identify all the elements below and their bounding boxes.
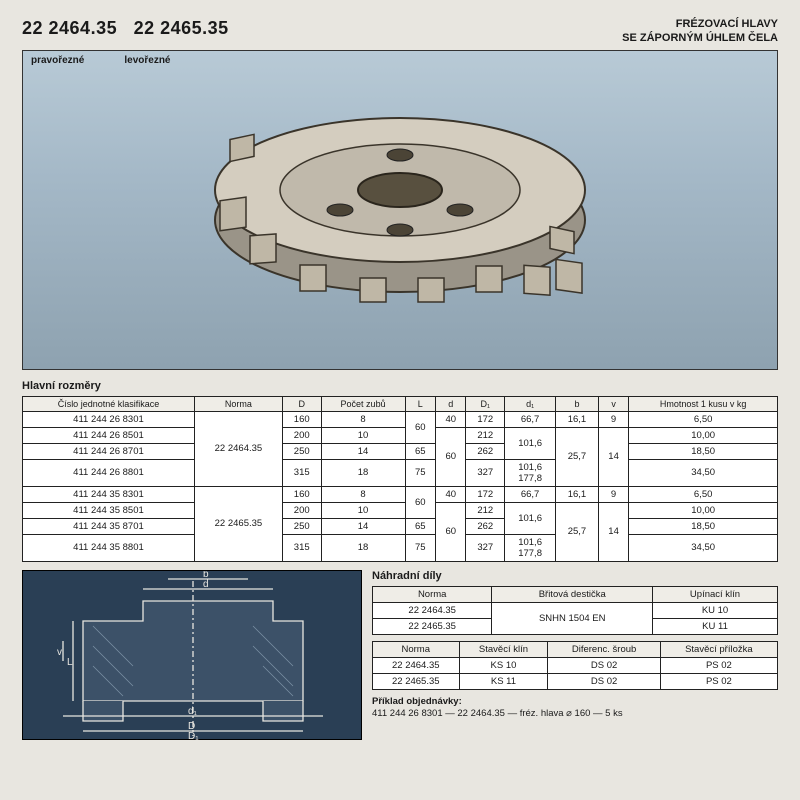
- th-mass: Hmotnost 1 kusu v kg: [629, 396, 778, 411]
- norma-cell-2: 22 2465.35: [194, 486, 282, 561]
- title-line-2: SE ZÁPORNÝM ÚHLEM ČELA: [622, 32, 778, 46]
- th-b: b: [556, 396, 599, 411]
- th-d: d: [436, 396, 466, 411]
- spare-parts-title: Náhradní díly: [372, 570, 778, 582]
- main-dims-title: Hlavní rozměry: [22, 380, 778, 392]
- title-line-1: FRÉZOVACÍ HLAVY: [622, 18, 778, 32]
- label-right-cut: pravořezné: [31, 55, 84, 66]
- order-example-text: 411 244 26 8301 — 22 2464.35 — fréz. hla…: [372, 708, 623, 719]
- product-codes: 22 2464.35 22 2465.35: [22, 18, 229, 39]
- th-teeth: Počet zubů: [321, 396, 405, 411]
- svg-text:d₁: d₁: [188, 706, 198, 717]
- table-row: 411 244 35 8301 22 2465.35 160 8 60 40 1…: [23, 486, 778, 502]
- svg-text:b: b: [203, 571, 209, 580]
- table-row: 411 244 26 8501 200 10 60 212 101,6 25,7…: [23, 427, 778, 443]
- cutter-illustration: [190, 70, 610, 350]
- th-norma: Norma: [194, 396, 282, 411]
- norma-cell-1: 22 2464.35: [194, 411, 282, 486]
- table-row: 411 244 26 8301 22 2464.35 160 8 60 40 1…: [23, 411, 778, 427]
- th-D: D: [282, 396, 321, 411]
- code-1: 22 2464.35: [22, 18, 117, 38]
- th-d1: d₁: [505, 396, 556, 411]
- table-row: 22 2465.35 KS 11 DS 02 PS 02: [373, 673, 778, 689]
- order-example: Příklad objednávky: 411 244 26 8301 — 22…: [372, 696, 778, 721]
- code-2: 22 2465.35: [134, 18, 229, 38]
- table-row: 411 244 35 8701 250 14 65 262 18,50: [23, 518, 778, 534]
- svg-text:v: v: [57, 647, 62, 658]
- spare-parts-table-1: Norma Břitová destička Upínací klín 22 2…: [372, 586, 778, 635]
- page-title: FRÉZOVACÍ HLAVY SE ZÁPORNÝM ÚHLEM ČELA: [622, 18, 778, 46]
- svg-text:L: L: [67, 657, 73, 668]
- dimension-diagram: d b v L d₁ D D₁: [22, 570, 362, 740]
- th-v: v: [598, 396, 628, 411]
- svg-text:D₁: D₁: [188, 731, 199, 741]
- main-dimensions-table: Číslo jednotné klasifikace Norma D Počet…: [22, 396, 778, 562]
- table-row: 22 2464.35 SNHN 1504 EN KU 10: [373, 602, 778, 618]
- th-classno: Číslo jednotné klasifikace: [23, 396, 195, 411]
- label-left-cut: levořezné: [124, 55, 170, 66]
- table-row: 411 244 35 8501 200 10 60 212 101,6 25,7…: [23, 502, 778, 518]
- page-header: 22 2464.35 22 2465.35 FRÉZOVACÍ HLAVY SE…: [22, 18, 778, 46]
- spare-parts-table-2: Norma Stavěcí klín Diferenc. šroub Stavě…: [372, 641, 778, 690]
- table-row: 411 244 35 8801 315 18 75 327 101,6 177,…: [23, 534, 778, 561]
- svg-text:d: d: [203, 579, 209, 590]
- table-row: 22 2464.35 KS 10 DS 02 PS 02: [373, 657, 778, 673]
- image-labels: pravořezné levořezné: [31, 55, 171, 66]
- order-example-label: Příklad objednávky:: [372, 696, 462, 707]
- product-photo-area: pravořezné levořezné: [22, 50, 778, 370]
- th-D1: D₁: [466, 396, 505, 411]
- th-L: L: [405, 396, 435, 411]
- table-row: 411 244 26 8701 250 14 65 262 18,50: [23, 443, 778, 459]
- table-row: 411 244 26 8801 315 18 75 327 101,6 177,…: [23, 459, 778, 486]
